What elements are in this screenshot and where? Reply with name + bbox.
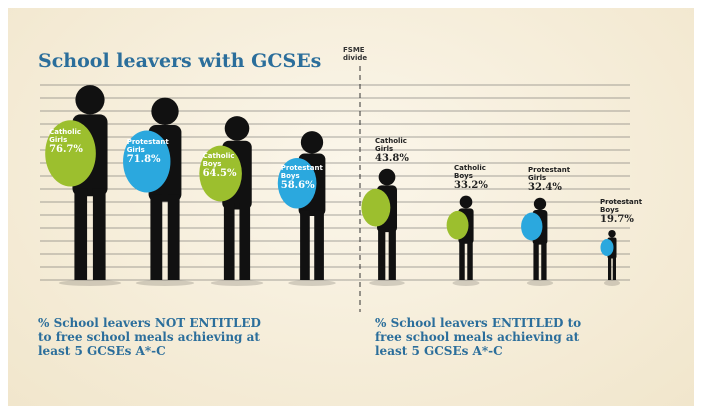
figure-head — [460, 196, 473, 209]
figure-leg — [613, 256, 616, 280]
figure-leg — [239, 203, 250, 280]
series-caption: % School leavers NOT ENTITLED to free sc… — [38, 316, 268, 358]
figure — [278, 131, 336, 286]
value-label: 43.8% — [375, 155, 415, 163]
figure — [123, 98, 194, 286]
figure-label: Protestant Girls 71.8% — [127, 138, 174, 164]
figure-label: Catholic Boys 33.2% — [454, 164, 494, 190]
figure-shadow — [136, 280, 194, 286]
figure-label: Protestant Girls 32.4% — [528, 166, 568, 192]
figure-leg — [533, 241, 538, 280]
figure-leg — [300, 210, 310, 280]
figure-leg — [378, 228, 385, 280]
value-label: 32.4% — [528, 184, 568, 192]
series-caption: % School leavers ENTITLED to free school… — [375, 316, 605, 358]
divider-label: FSME divide — [343, 46, 383, 62]
figure-label: Protestant Boys 19.7% — [600, 198, 640, 224]
category-label: Catholic Girls — [375, 137, 407, 153]
figure-label: Catholic Girls 76.7% — [49, 128, 100, 154]
figure-shadow — [59, 280, 121, 286]
value-label: 64.5% — [203, 170, 246, 178]
backpack — [361, 189, 390, 227]
value-label: 58.6% — [281, 182, 320, 190]
figure-head — [151, 98, 178, 125]
figure-leg — [150, 194, 162, 280]
figure — [361, 169, 404, 286]
value-label: 19.7% — [600, 216, 640, 224]
category-label: Protestant Girls — [528, 166, 570, 182]
figure-leg — [168, 194, 180, 280]
figure — [521, 198, 553, 286]
value-label: 33.2% — [454, 182, 494, 190]
figure — [600, 230, 620, 286]
figure-head — [608, 230, 616, 238]
figure-leg — [459, 240, 464, 280]
figure-head — [534, 198, 546, 210]
figure-shadow — [527, 280, 553, 286]
figure-head — [379, 169, 396, 186]
backpack — [521, 213, 542, 241]
figure-leg — [467, 240, 472, 280]
value-label: 76.7% — [49, 146, 100, 154]
chart-title: School leavers with GCSEs — [38, 50, 321, 72]
figure-leg — [389, 228, 396, 280]
category-label: Protestant Boys — [600, 198, 642, 214]
figure-shadow — [604, 280, 620, 286]
figure-shadow — [211, 280, 263, 286]
figure-label: Catholic Boys 64.5% — [203, 152, 246, 178]
figure-label: Catholic Girls 43.8% — [375, 137, 415, 163]
category-label: Protestant Boys — [281, 164, 323, 180]
figure-leg — [224, 203, 235, 280]
figure-leg — [541, 241, 546, 280]
figure — [45, 85, 121, 286]
category-label: Catholic Boys — [203, 152, 235, 168]
figure-leg — [74, 188, 87, 280]
figure-shadow — [453, 280, 480, 286]
figure-head — [301, 131, 323, 153]
backpack — [447, 211, 469, 240]
figure-shadow — [288, 280, 336, 286]
category-label: Protestant Girls — [127, 138, 169, 154]
figure-leg — [314, 210, 324, 280]
figure-head — [225, 116, 250, 141]
backpack — [600, 239, 613, 256]
category-label: Catholic Boys — [454, 164, 486, 180]
figure-shadow — [369, 280, 405, 286]
figure-leg — [93, 188, 106, 280]
figure-leg — [608, 256, 611, 280]
figure-head — [75, 85, 104, 114]
figure — [199, 116, 263, 286]
category-label: Catholic Girls — [49, 128, 81, 144]
value-label: 71.8% — [127, 156, 174, 164]
page: School leavers with GCSEs FSME divide % … — [0, 0, 702, 414]
figure-label: Protestant Boys 58.6% — [281, 164, 320, 190]
